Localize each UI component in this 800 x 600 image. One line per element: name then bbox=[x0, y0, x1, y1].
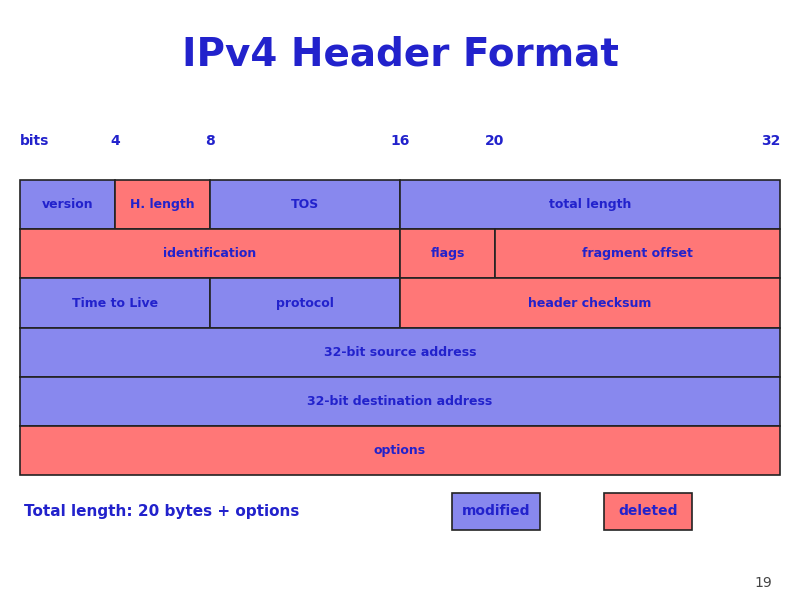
Bar bbox=[20, 278, 210, 328]
Bar bbox=[400, 278, 780, 328]
Text: 20: 20 bbox=[486, 134, 505, 148]
Text: identification: identification bbox=[163, 247, 257, 260]
Text: IPv4 Header Format: IPv4 Header Format bbox=[182, 35, 618, 73]
Text: H. length: H. length bbox=[130, 198, 195, 211]
Text: version: version bbox=[42, 198, 94, 211]
Text: total length: total length bbox=[549, 198, 631, 211]
Text: 4: 4 bbox=[110, 134, 120, 148]
Bar bbox=[604, 493, 692, 530]
Bar bbox=[210, 180, 400, 229]
Bar bbox=[452, 493, 540, 530]
Bar bbox=[20, 229, 400, 278]
Text: bits: bits bbox=[20, 134, 50, 148]
Bar bbox=[20, 180, 115, 229]
Text: 19: 19 bbox=[754, 576, 772, 590]
Bar bbox=[210, 278, 400, 328]
Bar bbox=[400, 229, 495, 278]
Text: header checksum: header checksum bbox=[528, 296, 652, 310]
Bar bbox=[20, 377, 780, 426]
Text: deleted: deleted bbox=[618, 504, 678, 518]
Bar bbox=[400, 180, 780, 229]
Bar bbox=[115, 180, 210, 229]
Text: Time to Live: Time to Live bbox=[72, 296, 158, 310]
Text: 16: 16 bbox=[390, 134, 410, 148]
Text: 32: 32 bbox=[761, 134, 780, 148]
Bar bbox=[20, 328, 780, 377]
Text: protocol: protocol bbox=[276, 296, 334, 310]
Text: 8: 8 bbox=[205, 134, 215, 148]
Text: modified: modified bbox=[462, 504, 530, 518]
Text: 32-bit source address: 32-bit source address bbox=[324, 346, 476, 359]
Text: fragment offset: fragment offset bbox=[582, 247, 693, 260]
Bar bbox=[495, 229, 780, 278]
Bar bbox=[20, 426, 780, 475]
Text: Total length: 20 bytes + options: Total length: 20 bytes + options bbox=[24, 504, 299, 518]
Text: options: options bbox=[374, 444, 426, 457]
Text: 32-bit destination address: 32-bit destination address bbox=[307, 395, 493, 408]
Text: flags: flags bbox=[430, 247, 465, 260]
Text: TOS: TOS bbox=[291, 198, 319, 211]
